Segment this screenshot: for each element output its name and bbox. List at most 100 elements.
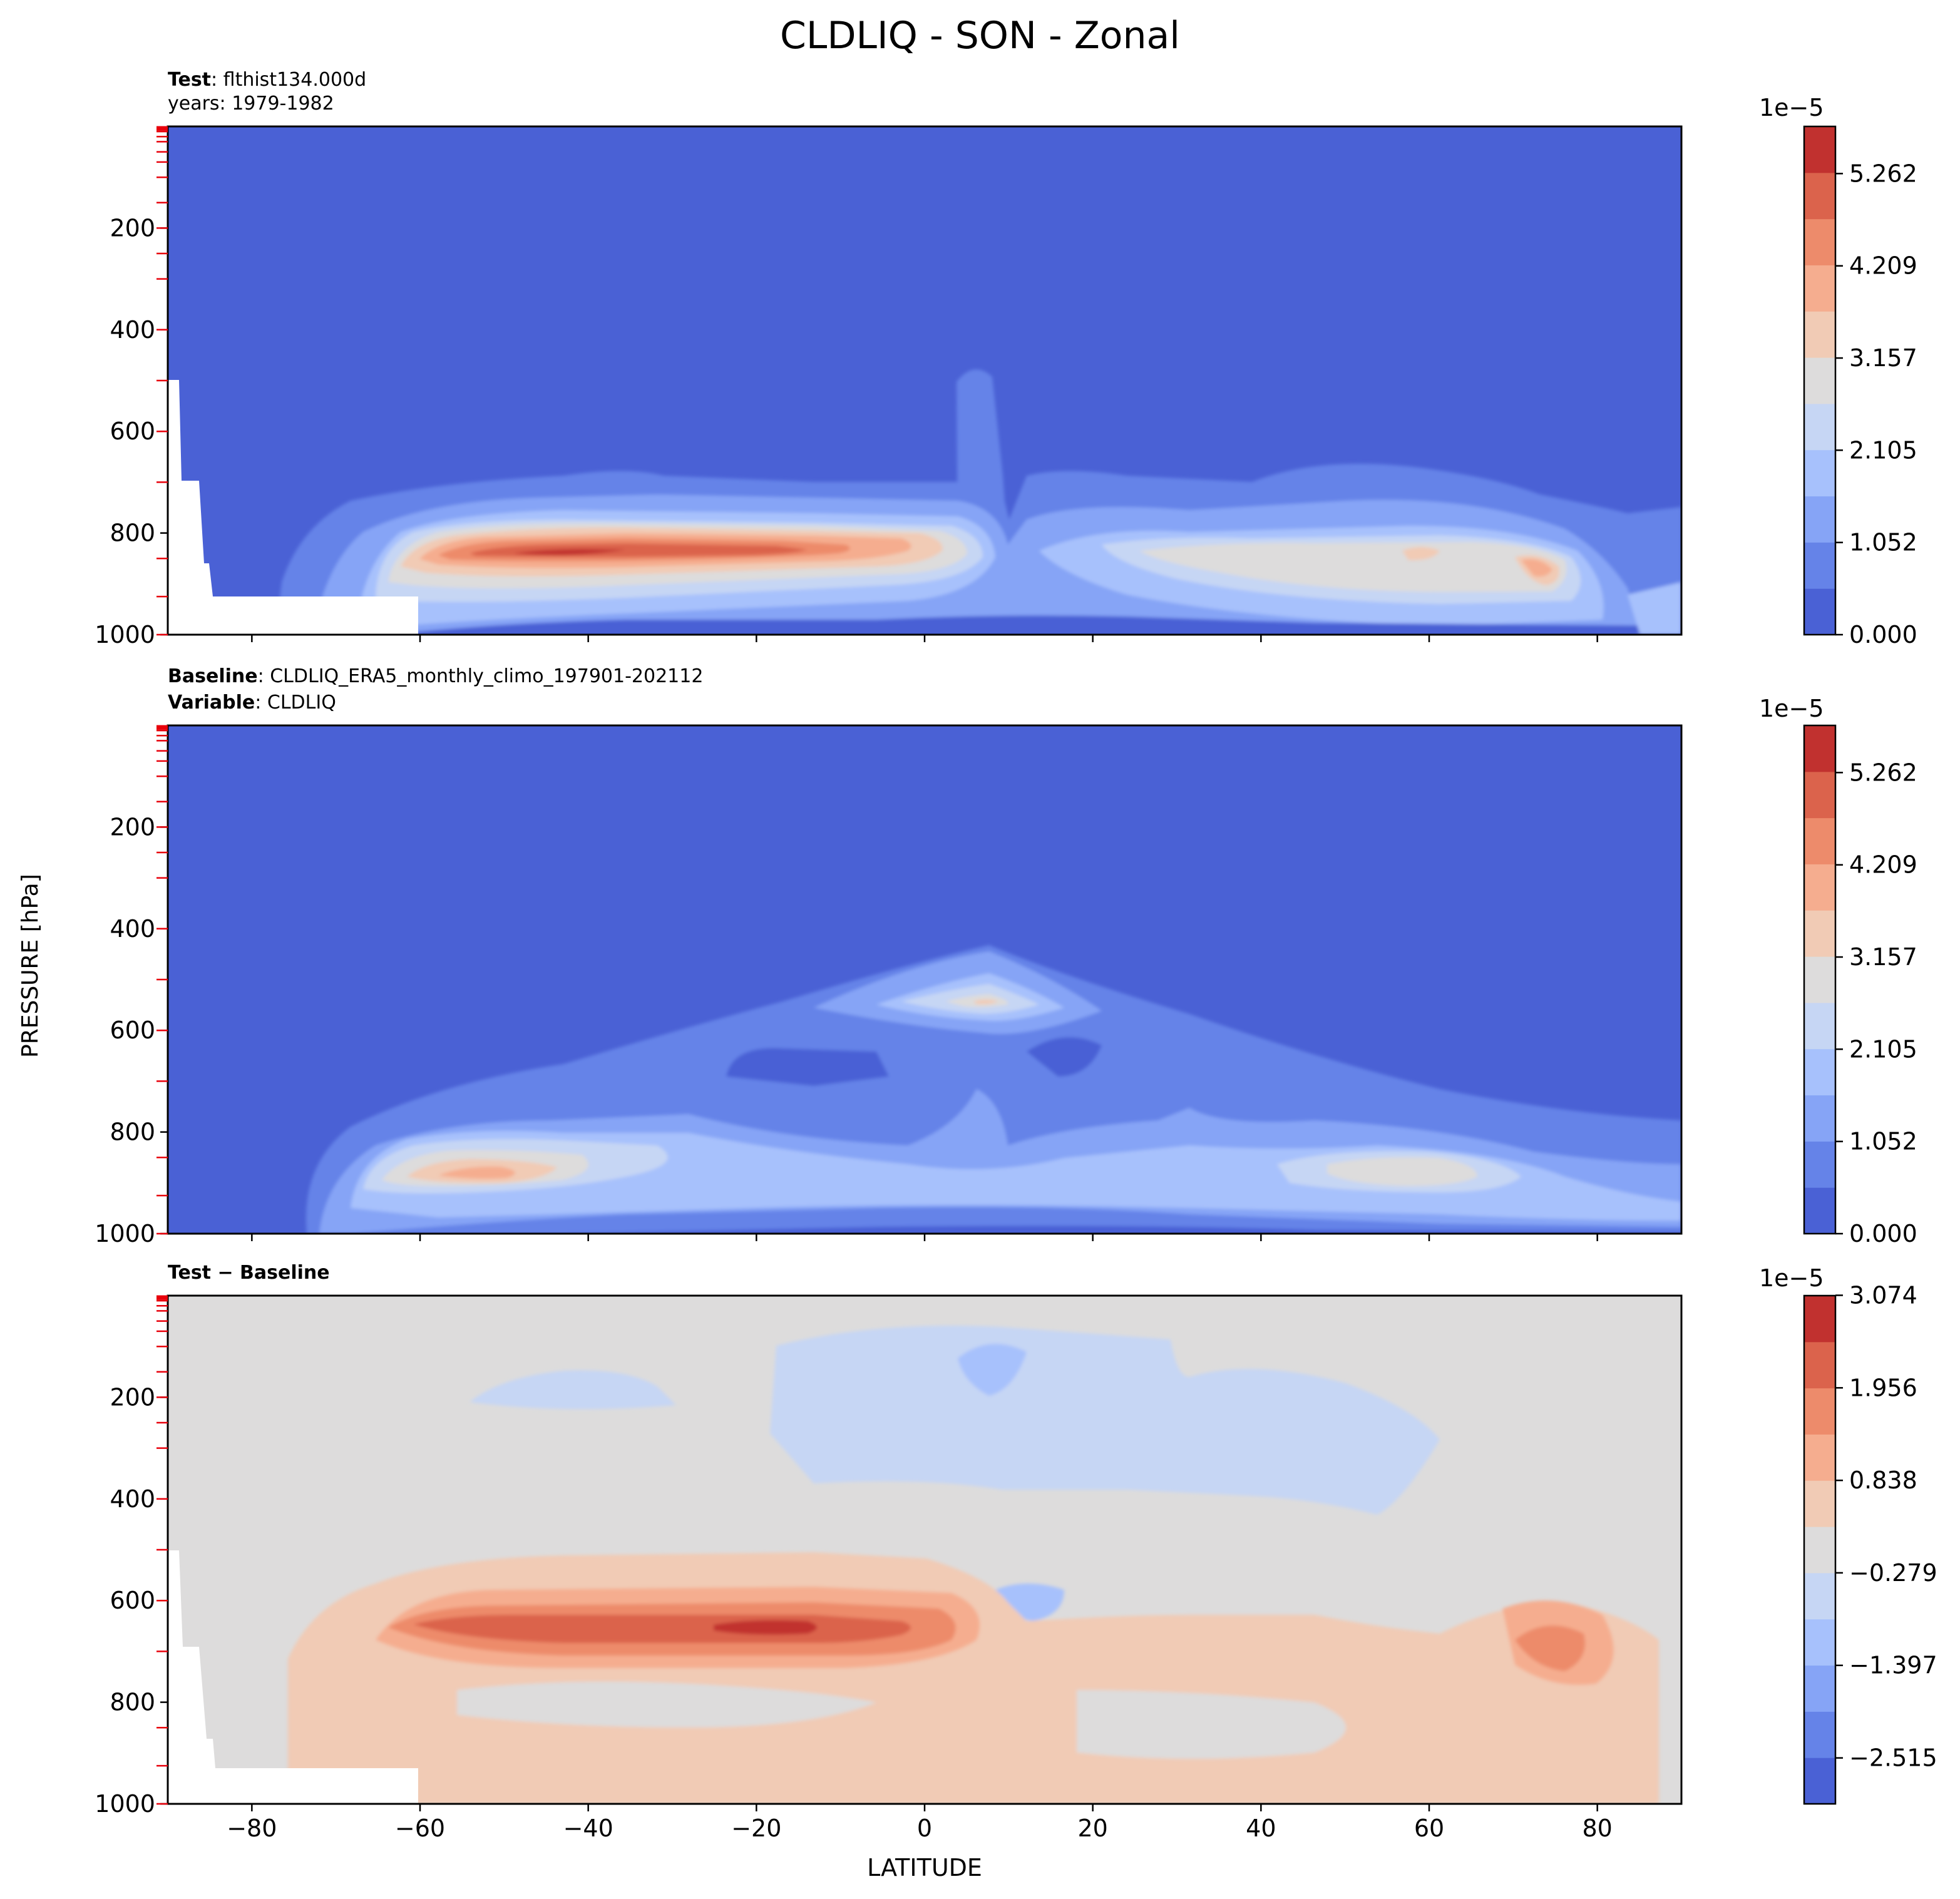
panel-test-yaxis: 200 400 600 800 1000 xyxy=(95,214,168,648)
colorbar-bin xyxy=(1804,1527,1835,1574)
colorbar-bin xyxy=(1804,172,1835,220)
colorbar-bin xyxy=(1804,1341,1835,1389)
colorbar-baseline-multiplier: 1e−5 xyxy=(1759,695,1824,722)
contour-test-surface-band xyxy=(388,615,1681,635)
panel-baseline-title-value: : CLDLIQ_ERA5_monthly_climo_197901-20211… xyxy=(257,665,704,687)
colorbar-tick-label: 0.000 xyxy=(1849,1220,1917,1247)
contour-diff-surface-neutral xyxy=(457,1681,1346,1759)
colorbar-bin xyxy=(1804,126,1835,173)
colorbar-tick-label: 5.262 xyxy=(1849,160,1917,187)
colorbar-tick-label: 4.209 xyxy=(1849,252,1917,280)
colorbar-bin xyxy=(1804,1572,1835,1620)
colorbar-difference: −2.515 −1.397 −0.279 0.838 1.956 3.074 xyxy=(1803,1281,1937,1805)
colorbar-bin xyxy=(1804,403,1835,451)
colorbar-tick-label: 0.000 xyxy=(1849,621,1917,648)
colorbar-bin xyxy=(1804,864,1835,911)
xtick-label: 60 xyxy=(1414,1815,1444,1842)
contour-diff-negative-level-2 xyxy=(958,1344,1064,1621)
colorbar-tick-label: 5.262 xyxy=(1849,759,1917,786)
colorbar-bin xyxy=(1804,956,1835,1003)
ytick-label: 400 xyxy=(110,915,155,943)
contour-baseline-surface-band xyxy=(351,1207,1681,1234)
colorbar-test-multiplier: 1e−5 xyxy=(1759,94,1824,121)
panel-test-xaxis xyxy=(251,635,1598,642)
colorbar-bin xyxy=(1804,771,1835,819)
colorbar-tick-label: 1.052 xyxy=(1849,1128,1917,1155)
colorbar-bin xyxy=(1804,588,1835,635)
mask-test-topography xyxy=(168,380,418,635)
contour-test-north-right-edge xyxy=(1628,582,1681,635)
ytick-label: 1000 xyxy=(95,621,155,648)
panel-test-title-value: : flthist134.000d xyxy=(211,69,367,91)
colorbar-bin xyxy=(1804,357,1835,404)
colorbar-tick-label: 2.105 xyxy=(1849,1035,1917,1063)
colorbar-tick-label: −0.279 xyxy=(1849,1559,1937,1587)
panel-test-level-ticks xyxy=(156,126,168,636)
colorbar-bin xyxy=(1804,1002,1835,1050)
colorbar-tick-label: 1.052 xyxy=(1849,529,1917,556)
panel-baseline-contours xyxy=(305,945,1681,1234)
colorbar-tick-label: 3.074 xyxy=(1849,1281,1917,1309)
xtick-label: −40 xyxy=(563,1815,613,1842)
colorbar-difference-multiplier: 1e−5 xyxy=(1759,1264,1824,1292)
ytick-label: 1000 xyxy=(95,1790,155,1818)
ytick-label: 400 xyxy=(110,1485,155,1513)
colorbar-bin xyxy=(1804,1711,1835,1758)
panel-difference: 200 400 600 800 1000 −80 −60 −40 −20 0 20 40 60 80 xyxy=(95,1294,1683,1842)
ytick-label: 1000 xyxy=(95,1220,155,1247)
contour-baseline-dark-pocket-1 xyxy=(726,1037,1102,1086)
panel-difference-title: Test − Baseline xyxy=(168,1262,330,1284)
colorbar-bin xyxy=(1804,725,1835,772)
panel-test-title-label: Test xyxy=(168,69,212,91)
colorbar-bin xyxy=(1804,1141,1835,1188)
colorbar-bin xyxy=(1804,1388,1835,1435)
panel-difference-title-label: Test − Baseline xyxy=(168,1262,330,1284)
colorbar-bin xyxy=(1804,542,1835,589)
xtick-label: −80 xyxy=(227,1815,277,1842)
panel-difference-xaxis: −80 −60 −40 −20 0 20 40 60 80 xyxy=(227,1804,1613,1842)
panel-baseline-level-ticks xyxy=(156,725,168,1235)
panel-baseline-title-label: Baseline xyxy=(168,665,258,687)
panel-difference-contours xyxy=(288,1326,1659,1804)
colorbar-tick-label: 0.838 xyxy=(1849,1466,1917,1494)
panel-baseline: 200 400 600 800 1000 xyxy=(95,724,1683,1247)
mask-diff-topography xyxy=(168,1550,418,1804)
panel-baseline-title: Baseline: CLDLIQ_ERA5_monthly_climo_1979… xyxy=(168,665,703,687)
ytick-label: 600 xyxy=(110,1587,155,1614)
colorbar-bin xyxy=(1804,1434,1835,1481)
colorbar-baseline: 0.000 1.052 2.105 3.157 4.209 5.262 xyxy=(1803,724,1917,1247)
colorbar-tick-label: −2.515 xyxy=(1849,1744,1937,1772)
colorbar-bin xyxy=(1804,311,1835,358)
colorbar-tick-label: 4.209 xyxy=(1849,851,1917,879)
contour-test-band-level-10 xyxy=(513,549,626,555)
ytick-label: 800 xyxy=(110,520,155,547)
colorbar-bin xyxy=(1804,265,1835,312)
colorbar-tick-label: −1.397 xyxy=(1849,1652,1937,1679)
ytick-label: 200 xyxy=(110,214,155,242)
contour-diff-positive-level-5 xyxy=(714,1620,817,1635)
xtick-label: 0 xyxy=(917,1815,932,1842)
panel-baseline-variable-value: : CLDLIQ xyxy=(255,692,336,714)
colorbar-bin xyxy=(1804,218,1835,265)
contour-baseline-level-4 xyxy=(363,1139,1521,1194)
y-axis-label: PRESSURE [hPa] xyxy=(18,874,43,1058)
colorbar-frame xyxy=(1803,724,1837,1235)
ytick-label: 600 xyxy=(110,417,155,445)
colorbar-bin xyxy=(1804,1095,1835,1142)
colorbar-bin xyxy=(1804,1619,1835,1666)
ytick-label: 400 xyxy=(110,316,155,344)
colorbar-bin xyxy=(1804,1296,1835,1343)
panel-difference-level-ticks xyxy=(156,1295,168,1805)
colorbar-bin xyxy=(1804,817,1835,864)
contour-baseline-tropical-level-6 xyxy=(973,1000,998,1005)
colorbar-bin xyxy=(1804,1665,1835,1712)
contour-baseline-surface-band-dark xyxy=(563,1226,1681,1234)
contour-diff-negative-level-1 xyxy=(469,1326,1440,1515)
panel-baseline-xaxis xyxy=(251,1234,1598,1241)
panel-baseline-variable: Variable: CLDLIQ xyxy=(168,692,336,714)
ytick-label: 800 xyxy=(110,1689,155,1716)
colorbar-bin xyxy=(1804,1480,1835,1527)
panel-baseline-variable-label: Variable xyxy=(168,692,255,714)
ytick-label: 600 xyxy=(110,1016,155,1044)
colorbar-frame xyxy=(1803,125,1837,636)
